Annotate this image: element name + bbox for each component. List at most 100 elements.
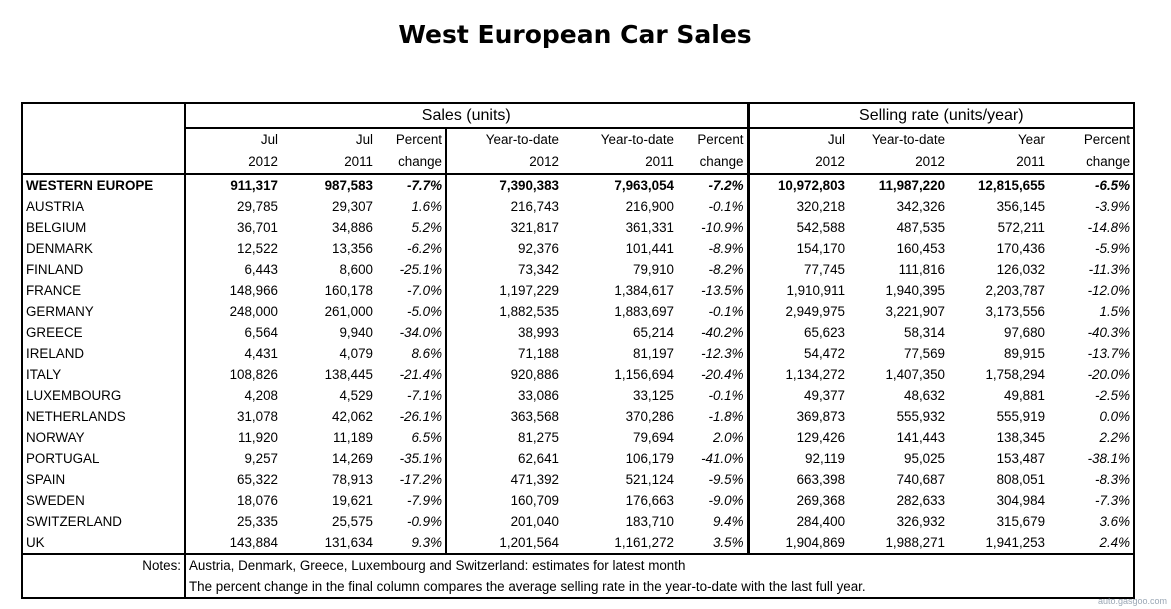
data-cell: 160,453 <box>896 240 946 256</box>
column-header-cell: Jul <box>184 128 281 151</box>
data-cell: -5.9% <box>1095 240 1131 256</box>
watermark: auto.gasgoo.com <box>1097 596 1167 606</box>
data-cell: 9,257 <box>184 448 281 469</box>
table-row: NETHERLANDS 31,078 42,062 -26.1% 363,568 370,… <box>22 406 1134 427</box>
data-cell: -7.1% <box>407 387 442 403</box>
data-cell: 77,745 <box>746 259 849 280</box>
table-row: IRELAND 4,431 4,079 8.6% 71,188 81,197 -12.3% 5… <box>22 343 1134 364</box>
data-cell: 38,993 <box>445 322 562 343</box>
data-cell: 9.3% <box>411 534 442 550</box>
data-cell: 129,426 <box>746 427 849 448</box>
data-cell: 1,940,395 <box>885 282 946 298</box>
data-cell: 1,910,911 <box>746 280 849 301</box>
data-cell: 1,941,253 <box>985 534 1046 550</box>
country-label-cell: NETHERLANDS <box>26 408 126 424</box>
data-cell: 361,331 <box>625 219 674 235</box>
data-cell: -6.2% <box>407 240 442 256</box>
data-cell: 154,170 <box>746 238 849 259</box>
data-cell: 216,900 <box>625 198 674 214</box>
data-cell: 138,445 <box>324 366 373 382</box>
data-cell: 363,568 <box>445 406 562 427</box>
data-cell: 42,062 <box>332 408 373 424</box>
data-cell: 370,286 <box>625 408 674 424</box>
data-cell: 79,694 <box>633 429 674 445</box>
data-cell: 79,910 <box>633 261 674 277</box>
data-cell: 4,431 <box>184 343 281 364</box>
data-cell: 315,679 <box>996 513 1046 529</box>
data-cell: 138,345 <box>996 429 1046 445</box>
data-cell: 663,398 <box>746 469 849 490</box>
table-row: UK 143,884 131,634 9.3% 1,201,564 1,161,272 3.… <box>22 532 1134 554</box>
data-cell: -6.5% <box>1095 177 1131 193</box>
data-cell: -20.0% <box>1087 366 1131 382</box>
column-header-cell: 2011 <box>948 151 1049 175</box>
data-cell: 269,368 <box>746 490 849 511</box>
data-cell: 131,634 <box>324 534 373 550</box>
data-cell: -38.1% <box>1087 450 1131 466</box>
data-cell: -0.1% <box>708 387 744 403</box>
column-header-cell: 2011 <box>562 151 677 175</box>
column-header-cell: 2011 <box>281 151 376 175</box>
data-cell: -21.4% <box>399 366 442 382</box>
data-cell: 31,078 <box>184 406 281 427</box>
data-cell: 555,919 <box>996 408 1046 424</box>
data-cell: 1,201,564 <box>445 532 562 554</box>
data-cell: 555,932 <box>896 408 946 424</box>
data-cell: 10,972,803 <box>746 174 849 196</box>
data-cell: -2.5% <box>1095 387 1131 403</box>
data-cell: 320,218 <box>746 196 849 217</box>
data-cell: -34.0% <box>399 324 442 340</box>
data-cell: 34,886 <box>332 219 373 235</box>
data-cell: -5.0% <box>407 303 442 319</box>
data-cell: 170,436 <box>996 240 1046 256</box>
table-row: GREECE 6,564 9,940 -34.0% 38,993 65,214 -40.2%… <box>22 322 1134 343</box>
data-cell: -7.7% <box>407 177 442 193</box>
data-cell: -20.4% <box>701 366 744 382</box>
table-row: DENMARK 12,522 13,356 -6.2% 92,376 101,441 -8.… <box>22 238 1134 259</box>
data-cell: 54,472 <box>746 343 849 364</box>
data-cell: 521,124 <box>625 471 674 487</box>
data-cell: 248,000 <box>184 301 281 322</box>
column-header-cell: Percent <box>697 132 744 147</box>
column-header-cell: change <box>677 151 749 175</box>
data-cell: -0.1% <box>708 303 744 319</box>
data-cell: -41.0% <box>701 450 744 466</box>
data-cell: -8.9% <box>708 240 744 256</box>
country-label-cell: FINLAND <box>26 261 84 277</box>
data-cell: 1,758,294 <box>985 366 1046 382</box>
data-cell: 2,203,787 <box>985 282 1046 298</box>
data-cell: 81,275 <box>445 427 562 448</box>
data-cell: 342,326 <box>896 198 946 214</box>
data-cell: -8.2% <box>708 261 744 277</box>
country-label-cell: BELGIUM <box>26 219 87 235</box>
data-cell: 2.0% <box>712 429 744 445</box>
data-cell: -25.1% <box>399 261 442 277</box>
data-cell: 321,817 <box>445 217 562 238</box>
data-cell: -13.7% <box>1087 345 1131 361</box>
data-cell: 11,189 <box>333 429 373 445</box>
data-cell: -9.5% <box>708 471 744 487</box>
data-cell: 108,826 <box>184 364 281 385</box>
data-cell: 12,522 <box>184 238 281 259</box>
data-cell: 153,487 <box>996 450 1046 466</box>
data-cell: -17.2% <box>399 471 442 487</box>
table-row: ITALY 108,826 138,445 -21.4% 920,886 1,156,69… <box>22 364 1134 385</box>
column-header-row: Jul Jul Percent Year-to-date Year-to-date Per… <box>22 128 1134 151</box>
data-cell: -8.3% <box>1095 471 1131 487</box>
data-cell: 143,884 <box>184 532 281 554</box>
column-header-cell: Year-to-date <box>871 132 946 147</box>
data-cell: 471,392 <box>445 469 562 490</box>
data-cell: -26.1% <box>399 408 442 424</box>
country-label-cell: SPAIN <box>26 471 66 487</box>
sales-group-header: Sales (units) <box>183 103 749 129</box>
data-cell: -35.1% <box>399 450 442 466</box>
data-cell: 77,569 <box>904 345 946 361</box>
data-cell: 6.5% <box>411 429 442 445</box>
table-row: NORWAY 11,920 11,189 6.5% 81,275 79,694 2.0% 12… <box>22 427 1134 448</box>
data-cell: 2,949,975 <box>746 301 849 322</box>
country-label-cell: ITALY <box>26 366 62 382</box>
data-cell: 183,710 <box>625 513 674 529</box>
country-label-cell: WESTERN EUROPE <box>26 177 154 193</box>
country-label-cell: GREECE <box>26 324 83 340</box>
notes-label: Notes: <box>22 553 185 576</box>
